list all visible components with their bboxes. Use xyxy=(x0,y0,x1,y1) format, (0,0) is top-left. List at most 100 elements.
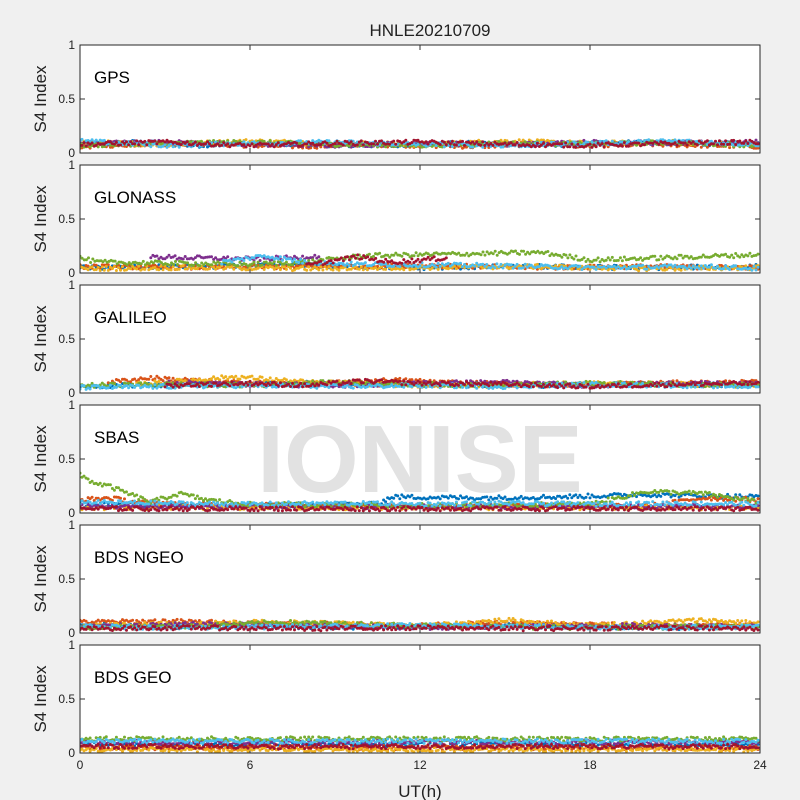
data-point xyxy=(226,255,230,259)
data-point xyxy=(250,374,254,378)
data-point xyxy=(463,143,466,147)
data-point xyxy=(580,258,584,261)
data-point xyxy=(501,266,505,270)
data-point xyxy=(586,257,590,261)
data-point xyxy=(181,264,185,268)
data-point xyxy=(374,266,377,270)
data-point xyxy=(744,139,748,143)
data-point xyxy=(471,140,475,144)
data-point xyxy=(574,145,578,149)
data-point xyxy=(149,375,153,378)
data-point xyxy=(493,266,497,270)
data-point xyxy=(495,253,499,257)
data-point xyxy=(722,142,726,146)
data-point xyxy=(282,255,286,259)
data-point xyxy=(195,267,199,271)
data-point xyxy=(497,265,501,269)
data-point xyxy=(570,267,574,271)
data-point xyxy=(489,266,493,270)
data-point xyxy=(483,143,487,147)
data-point xyxy=(125,263,129,267)
data-point xyxy=(361,143,365,147)
data-point xyxy=(598,139,602,143)
data-point xyxy=(374,256,378,260)
data-point xyxy=(135,139,139,143)
data-point xyxy=(299,139,303,143)
series-6 xyxy=(305,253,448,267)
data-point xyxy=(742,145,746,149)
data-point xyxy=(509,141,513,145)
axes-frame xyxy=(79,44,761,154)
data-point xyxy=(89,261,93,264)
data-point xyxy=(416,142,420,146)
data-point xyxy=(513,264,517,268)
data-point xyxy=(518,252,521,256)
data-point xyxy=(627,140,630,144)
data-point xyxy=(90,141,94,145)
data-point xyxy=(143,139,147,143)
data-point xyxy=(461,265,464,269)
data-point xyxy=(174,260,177,263)
data-point xyxy=(352,254,356,258)
data-point xyxy=(94,268,98,272)
data-point xyxy=(100,265,104,269)
data-point xyxy=(121,265,124,269)
data-point xyxy=(102,145,106,148)
data-point xyxy=(473,264,477,268)
data-point xyxy=(179,143,183,146)
data-point xyxy=(246,256,250,260)
data-point xyxy=(125,378,128,382)
data-point xyxy=(167,144,171,148)
data-point xyxy=(157,268,161,272)
data-point xyxy=(301,261,305,265)
data-point xyxy=(165,255,169,259)
data-point xyxy=(528,252,532,256)
data-point xyxy=(307,140,311,144)
data-point xyxy=(266,379,270,382)
data-point xyxy=(604,139,608,143)
data-point xyxy=(673,138,677,142)
data-point xyxy=(442,145,446,149)
data-point xyxy=(137,378,141,382)
data-point xyxy=(515,262,519,266)
data-point xyxy=(348,258,351,262)
data-point xyxy=(161,268,165,272)
data-point xyxy=(701,142,705,145)
data-point xyxy=(198,264,202,268)
data-point xyxy=(228,258,232,262)
data-point xyxy=(558,267,562,270)
series-4 xyxy=(80,249,760,268)
data-point xyxy=(392,264,396,268)
data-point xyxy=(392,253,396,257)
data-point xyxy=(647,264,651,268)
data-point xyxy=(210,263,214,267)
data-point xyxy=(145,143,149,147)
data-point xyxy=(382,260,386,264)
data-point xyxy=(558,254,562,257)
data-point xyxy=(533,145,537,149)
data-point xyxy=(380,265,383,269)
data-point xyxy=(181,257,185,261)
data-point xyxy=(82,141,86,145)
data-point xyxy=(327,265,331,269)
data-point xyxy=(724,264,728,268)
data-point xyxy=(459,261,462,265)
data-point xyxy=(192,264,196,267)
data-point xyxy=(226,142,230,146)
data-point xyxy=(740,253,744,257)
data-point xyxy=(424,257,428,261)
data-point xyxy=(724,252,728,256)
data-point xyxy=(544,145,547,149)
data-point xyxy=(104,265,108,268)
data-point xyxy=(436,267,440,271)
y-tick-label: 0 xyxy=(68,146,75,160)
data-point xyxy=(372,142,375,146)
data-point xyxy=(186,261,190,265)
data-point xyxy=(143,267,147,271)
data-point xyxy=(185,140,189,144)
data-point xyxy=(756,252,760,256)
data-point xyxy=(301,378,305,382)
data-point xyxy=(568,145,572,149)
data-point xyxy=(524,252,528,256)
